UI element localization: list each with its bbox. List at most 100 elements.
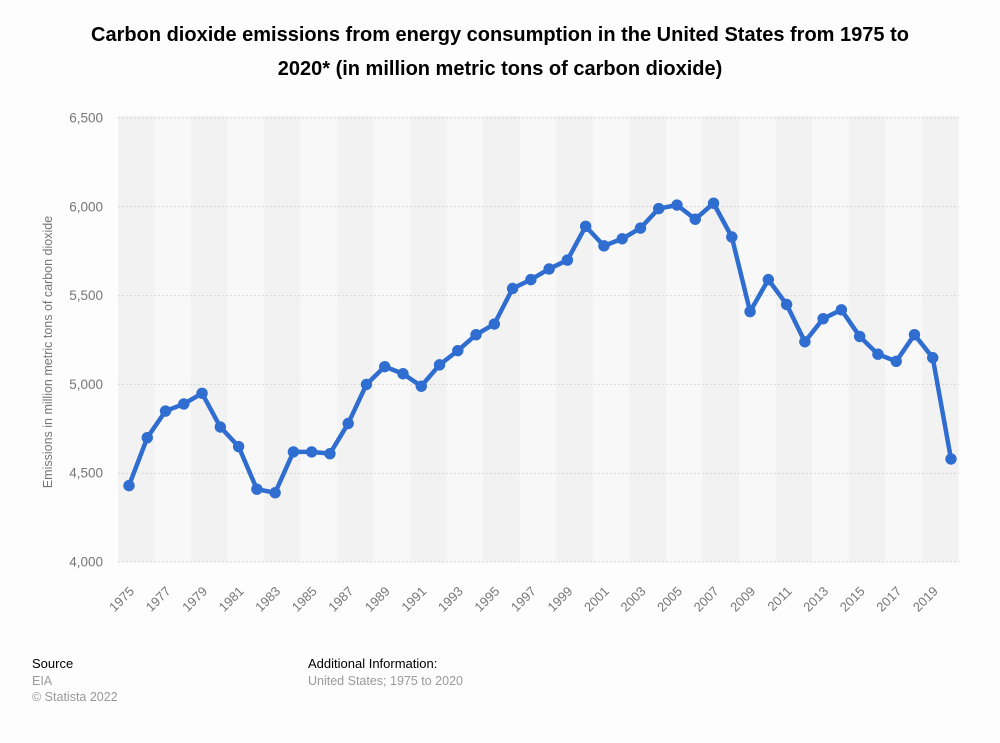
- x-tick-label: 1997: [508, 584, 539, 615]
- x-tick-label: 1983: [252, 584, 283, 615]
- plot-band: [410, 116, 447, 562]
- data-point-1981: [232, 440, 245, 453]
- data-point-2011: [780, 298, 793, 311]
- data-point-1987: [342, 417, 354, 430]
- data-point-2001: [598, 240, 610, 252]
- y-tick-label: 5,500: [69, 288, 103, 303]
- page-title-line1: Carbon dioxide emissions from energy con…: [91, 24, 909, 46]
- additional-info-label: Additional Information:: [308, 656, 438, 671]
- data-point-2019: [927, 352, 939, 364]
- plot-band: [739, 116, 776, 562]
- data-point-1977: [159, 405, 172, 417]
- y-tick-label: 6,000: [69, 199, 103, 214]
- plot-band: [191, 116, 228, 562]
- data-point-2006: [689, 213, 701, 225]
- data-point-1984: [287, 446, 300, 458]
- plot-band: [227, 116, 265, 562]
- data-point-2003: [634, 222, 647, 234]
- data-point-1993: [452, 344, 464, 357]
- data-point-1976: [141, 431, 153, 444]
- plot-band: [556, 116, 593, 562]
- data-point-1997: [525, 273, 537, 286]
- data-point-1975: [123, 479, 135, 492]
- data-point-2000: [579, 220, 592, 233]
- data-point-1989: [379, 360, 391, 373]
- data-point-1999: [561, 254, 574, 266]
- data-point-1998: [543, 263, 555, 275]
- y-axis-title: Emissions in million metric tons of carb…: [41, 216, 55, 488]
- x-tick-label: 2009: [727, 584, 758, 615]
- data-point-1992: [433, 359, 446, 371]
- data-point-1988: [360, 378, 373, 391]
- source-value: EIA: [32, 674, 53, 688]
- line-chart: 4,000 4,500 5,000 5,500 6,000 6,500 Emissions …: [41, 111, 959, 615]
- x-tick-label: 2005: [654, 584, 685, 615]
- emissions-line: [126, 200, 954, 495]
- plot-band: [264, 116, 301, 562]
- additional-info-block: Additional Information: United States; 1…: [308, 656, 463, 690]
- x-tick-label: 2007: [691, 584, 722, 615]
- x-tick-label: 1975: [106, 584, 137, 615]
- x-tick-label: 2013: [800, 584, 831, 615]
- page-title: Carbon dioxide emissions from energy con…: [0, 18, 1000, 86]
- x-tick-label: 2011: [764, 584, 794, 614]
- data-point-1985: [305, 446, 318, 458]
- plot-band: [154, 116, 192, 562]
- data-point-1995: [488, 318, 501, 330]
- page-title-line2: 2020* (in million metric tons of carbon …: [277, 58, 723, 80]
- data-point-2004: [653, 202, 665, 215]
- x-tick-label: 1977: [143, 584, 174, 615]
- x-tick-label: 2019: [910, 584, 941, 615]
- x-tick-label: 2015: [837, 584, 868, 615]
- data-point-1978: [178, 398, 190, 410]
- data-point-2002: [616, 233, 628, 245]
- plot-band: [592, 116, 630, 562]
- data-point-2014: [835, 304, 848, 316]
- data-point-2015: [853, 330, 866, 343]
- plot-band: [519, 116, 557, 562]
- plot-band: [848, 116, 886, 562]
- x-tick-label: 1979: [179, 584, 210, 615]
- x-tick-label: 1985: [289, 584, 320, 615]
- data-point-1996: [506, 282, 519, 295]
- plot-band: [118, 116, 155, 562]
- data-point-2013: [817, 312, 829, 325]
- data-point-1979: [196, 387, 208, 399]
- x-tick-label: 2017: [873, 584, 904, 615]
- x-tick-label: 1987: [325, 584, 356, 615]
- x-tick-label: 1981: [216, 584, 247, 615]
- data-point-2020: [945, 453, 957, 465]
- additional-info-value: United States; 1975 to 2020: [308, 674, 463, 688]
- data-point-1986: [324, 447, 336, 460]
- data-point-1994: [470, 328, 482, 341]
- source-block: Source EIA © Statista 2022: [32, 656, 118, 705]
- x-tick-label: 1993: [435, 584, 466, 615]
- y-tick-label: 5,000: [69, 377, 103, 392]
- plot-band: [629, 116, 666, 562]
- y-tick-label: 4,000: [69, 555, 103, 570]
- plot-band: [373, 116, 411, 562]
- data-point-2018: [908, 328, 921, 341]
- data-point-1983: [269, 487, 281, 499]
- x-tick-label: 1999: [544, 584, 575, 615]
- data-point-2017: [890, 355, 902, 368]
- y-tick-label: 6,500: [69, 111, 103, 126]
- x-tick-label: 1991: [398, 584, 429, 615]
- data-point-1990: [397, 368, 409, 380]
- data-point-2008: [726, 231, 738, 243]
- data-point-1991: [415, 380, 427, 392]
- plot-band: [483, 116, 520, 562]
- x-tick-label: 2001: [581, 584, 612, 615]
- data-point-2010: [762, 273, 775, 286]
- data-point-1982: [251, 483, 263, 495]
- data-point-2005: [671, 199, 683, 211]
- data-point-2007: [707, 197, 720, 209]
- plot-band: [812, 116, 849, 562]
- x-tick-label: 1989: [362, 584, 393, 615]
- source-label: Source: [32, 656, 74, 671]
- y-tick-label: 4,500: [69, 466, 103, 481]
- data-point-1980: [214, 421, 227, 433]
- plot-band: [921, 116, 959, 562]
- plot-band: [337, 116, 374, 562]
